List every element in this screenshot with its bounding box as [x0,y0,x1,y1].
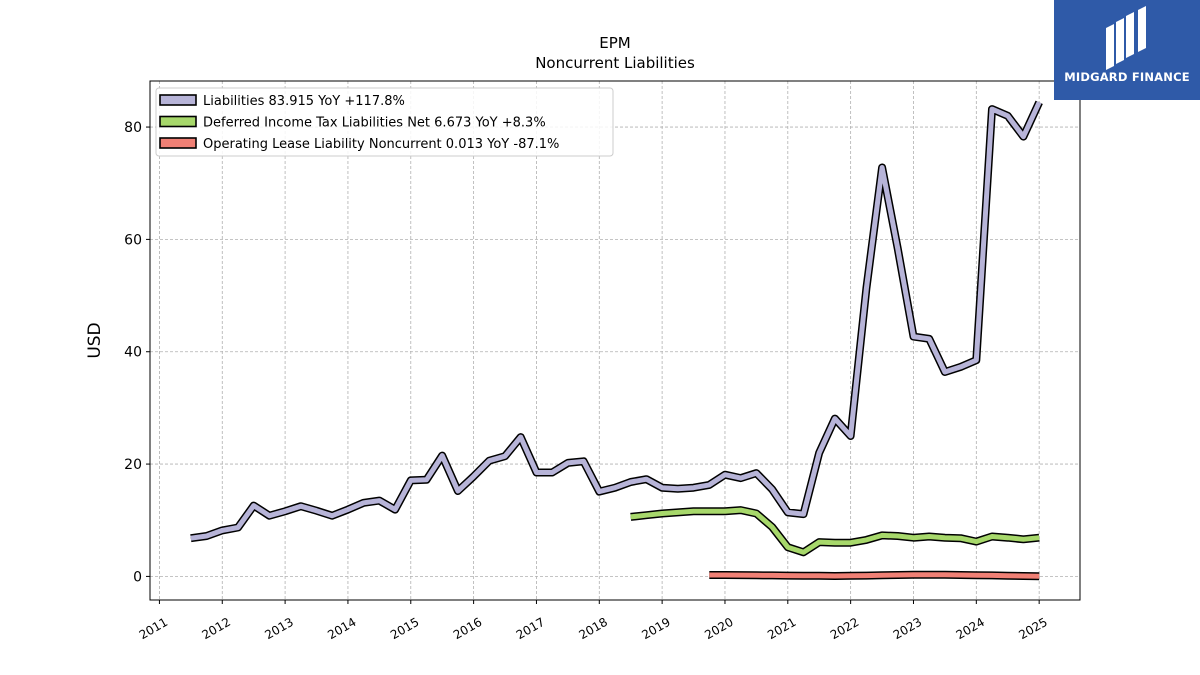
series-line [190,100,1043,543]
x-tick-label: 2011 [137,615,170,642]
brand-name: MIDGARD FINANCE [1064,70,1190,84]
x-tick-label: 2013 [262,615,295,642]
x-tick-label: 2022 [828,615,861,642]
legend-label: Operating Lease Liability Noncurrent 0.0… [203,137,559,152]
x-tick-label: 2019 [639,615,672,642]
series-line [709,570,1040,581]
x-tick-label: 2018 [577,615,610,642]
x-tick-label: 2025 [1016,615,1049,642]
series-lines [190,100,1043,581]
y-axis-label: USD [85,322,105,358]
series-line-fill [190,101,1042,541]
series-line-fill [709,572,1040,579]
y-tick-label: 0 [133,569,142,585]
legend-swatch [159,137,197,149]
x-tick-label: 2015 [388,615,421,642]
legend-swatch [159,94,197,106]
x-tick-label: 2023 [891,615,924,642]
brand-logo: MIDGARD FINANCE [1054,0,1200,100]
x-tick-label: 2014 [325,615,358,642]
series-line [630,506,1040,557]
grid-lines [150,81,1080,600]
y-tick-label: 20 [124,457,142,473]
plot-frame [149,80,1081,601]
legend-label: Deferred Income Tax Liabilities Net 6.67… [203,116,546,131]
chart-subtitle: Noncurrent Liabilities [535,54,695,72]
x-tick-label: 2016 [451,615,484,642]
chart-title: EPM [599,34,630,52]
x-tick-label: 2021 [765,615,798,642]
y-tick-label: 60 [124,232,142,248]
x-tick-label: 2012 [200,615,233,642]
legend-box [155,87,614,157]
x-tick-label: 2017 [514,615,547,642]
x-tick-label: 2020 [702,615,735,642]
legend-label: Liabilities 83.915 YoY +117.8% [203,94,405,109]
legend-swatch [159,115,197,128]
series-line-fill [630,507,1040,555]
x-tick-label: 2024 [954,615,987,642]
y-tick-label: 80 [124,120,142,136]
series-line-outline [630,506,1040,557]
legend [155,87,614,157]
midgard-logo-icon [1106,6,1146,70]
y-tick-label: 40 [124,345,142,361]
